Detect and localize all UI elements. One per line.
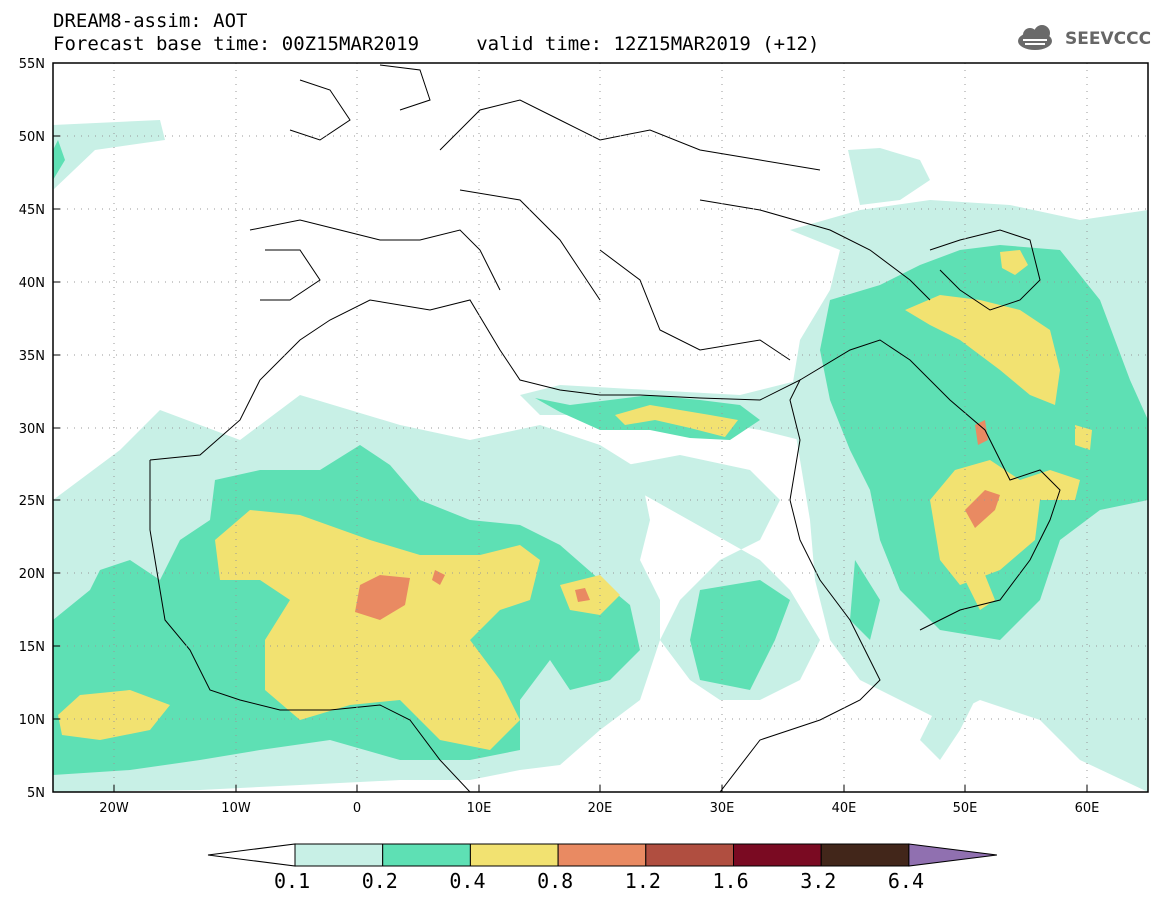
lon-label: 10E bbox=[467, 801, 492, 816]
lat-label: 50N bbox=[19, 130, 45, 145]
lat-label: 30N bbox=[19, 422, 45, 437]
lat-label: 35N bbox=[19, 349, 45, 364]
lat-label: 45N bbox=[19, 203, 45, 218]
colorbar-cell bbox=[382, 843, 471, 867]
map-title: DREAM8-assim: AOT bbox=[53, 10, 248, 32]
seevccc-logo bbox=[1018, 25, 1052, 50]
lat-label: 25N bbox=[19, 494, 45, 509]
colorbar-cell bbox=[820, 843, 910, 867]
lat-label: 40N bbox=[19, 276, 45, 291]
lon-label: 60E bbox=[1075, 801, 1100, 816]
lat-label: 20N bbox=[19, 567, 45, 582]
aot-map: 20W 10W 0 10E 20E 30E 40E 50E 60E 55N 50… bbox=[19, 57, 1149, 816]
lon-label: 20E bbox=[588, 801, 613, 816]
lon-label: 50E bbox=[953, 801, 978, 816]
colorbar-label: 0.2 bbox=[361, 869, 398, 893]
colorbar-max-arrow bbox=[908, 843, 997, 867]
colorbar-cell bbox=[469, 843, 559, 867]
colorbar-cell bbox=[294, 843, 384, 867]
colorbar-cell bbox=[733, 843, 822, 867]
lat-label: 5N bbox=[27, 786, 45, 801]
lon-label: 0 bbox=[353, 801, 361, 816]
cloud-icon bbox=[1018, 25, 1052, 50]
aot-level-0.4 bbox=[58, 250, 1092, 750]
colorbar-label: 1.6 bbox=[712, 869, 749, 893]
colorbar-cell bbox=[645, 843, 734, 867]
colorbar-min-arrow bbox=[207, 843, 296, 867]
tick-marks bbox=[53, 135, 1088, 792]
colorbar-label: 0.8 bbox=[537, 869, 574, 893]
gridlines bbox=[53, 63, 1148, 792]
lon-label: 30E bbox=[710, 801, 735, 816]
lon-label: 40E bbox=[832, 801, 857, 816]
lon-label: 10W bbox=[221, 801, 251, 816]
lat-label: 15N bbox=[19, 640, 45, 655]
lat-label: 10N bbox=[19, 713, 45, 728]
lat-label: 55N bbox=[19, 57, 45, 72]
logo-text: SEEVCCC bbox=[1065, 29, 1152, 49]
colorbar-label: 6.4 bbox=[887, 869, 925, 893]
colorbar-label: 0.4 bbox=[449, 869, 486, 893]
colorbar-label: 0.1 bbox=[274, 869, 311, 893]
forecast-time-info: Forecast base time: 00Z15MAR2019 valid t… bbox=[53, 33, 820, 55]
colorbar-label: 3.2 bbox=[800, 869, 837, 893]
colorbar-cell bbox=[557, 843, 647, 867]
lon-label: 20W bbox=[99, 801, 129, 816]
aot-field bbox=[53, 120, 1148, 792]
colorbar-label: 1.2 bbox=[624, 869, 661, 893]
